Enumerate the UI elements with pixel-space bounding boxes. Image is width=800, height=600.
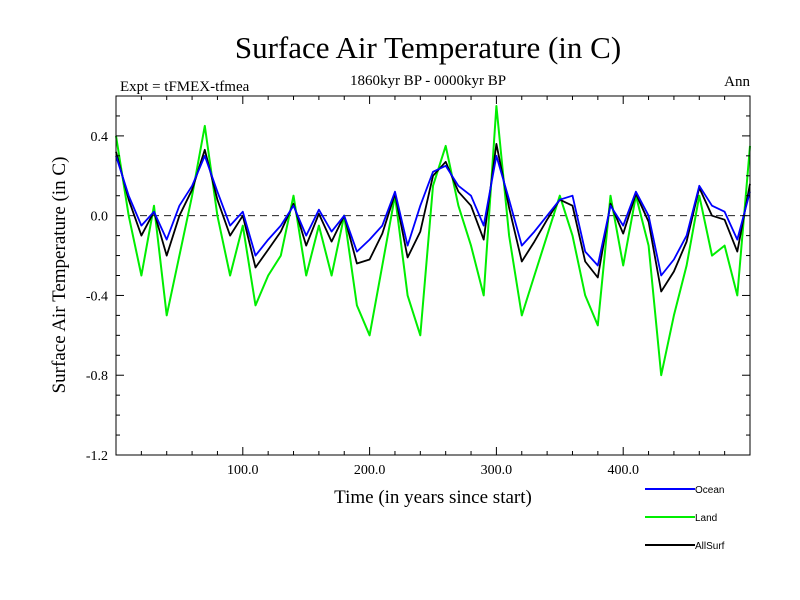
- legend-label-allsurf: AllSurf: [695, 541, 725, 552]
- legend-label-ocean: Ocean: [695, 485, 724, 496]
- chart-title: Surface Air Temperature (in C): [235, 30, 621, 65]
- x-tick-label: 400.0: [607, 463, 639, 478]
- y-axis-label: Surface Air Temperature (in C): [49, 157, 70, 394]
- experiment-label: Expt = tFMEX-tfmea: [120, 79, 250, 95]
- x-axis-label: Time (in years since start): [334, 487, 532, 508]
- x-tick-label: 200.0: [354, 463, 386, 478]
- x-tick-label: 100.0: [227, 463, 259, 478]
- y-tick-label: -0.4: [86, 289, 108, 304]
- series-line-land: [115, 105, 751, 377]
- legend: Ocean Land AllSurf: [645, 485, 725, 552]
- y-tick-label: -1.2: [86, 449, 108, 464]
- y-tick-label: 0.4: [91, 130, 109, 145]
- season-label: Ann: [724, 74, 750, 90]
- plot-area: 100.0 200.0 300.0 400.0 -1.2 -0.8 -0.4 0.0 0.4: [86, 95, 751, 478]
- x-tick-label: 300.0: [481, 463, 513, 478]
- series-line-ocean: [115, 154, 751, 277]
- series-line-allsurf: [115, 142, 751, 293]
- y-tick-label: -0.8: [86, 369, 108, 384]
- plot-frame: [115, 95, 751, 456]
- chart-subtitle: 1860kyr BP - 0000kyr BP: [350, 73, 506, 89]
- y-tick-label: 0.0: [91, 210, 109, 225]
- legend-label-land: Land: [695, 513, 717, 524]
